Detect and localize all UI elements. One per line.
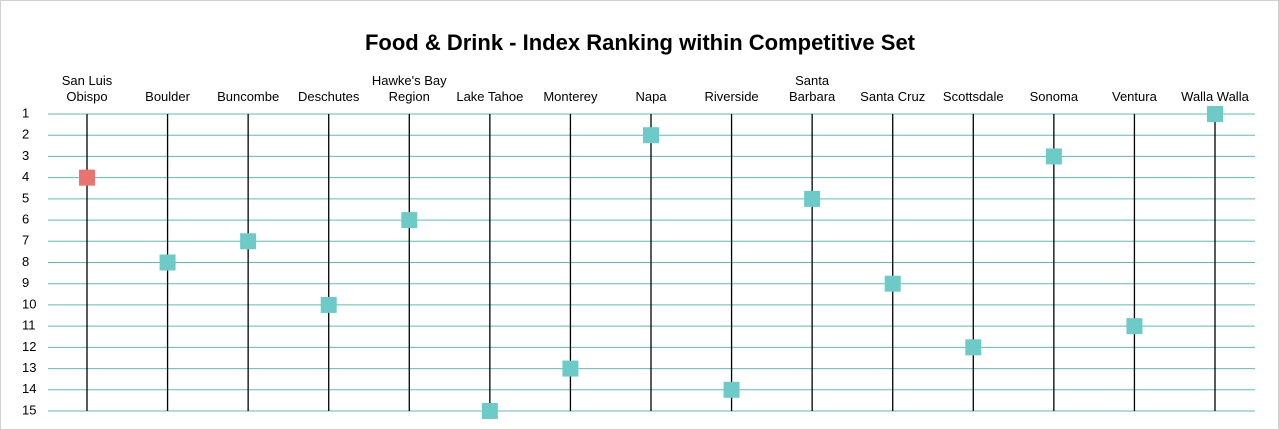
dot xyxy=(1126,318,1143,335)
y-tick-label: 1 xyxy=(22,105,29,120)
dot xyxy=(320,296,337,313)
category-label: Scottsdale xyxy=(934,65,1012,105)
category-text: Sonoma xyxy=(1029,89,1079,104)
y-tick-label: 3 xyxy=(22,148,29,163)
category-text: Buncombe xyxy=(217,89,280,104)
category-label: Deschutes xyxy=(290,65,368,105)
category-label: Buncombe xyxy=(209,65,287,105)
y-tick-label: 10 xyxy=(22,296,36,311)
y-tick-label: 2 xyxy=(22,127,29,142)
y-tick-label: 13 xyxy=(22,360,36,375)
category-label: Lake Tahoe xyxy=(451,65,529,105)
dot xyxy=(723,381,740,398)
y-tick-label: 12 xyxy=(22,339,36,354)
category-text: Lake Tahoe xyxy=(456,89,524,104)
y-tick-label: 15 xyxy=(22,402,36,417)
category-label: Sonoma xyxy=(1015,65,1093,105)
chart-title: Food & Drink - Index Ranking within Comp… xyxy=(365,30,916,55)
y-tick-label: 11 xyxy=(22,318,36,333)
category-label: Ventura xyxy=(1095,65,1173,105)
category-text: San Luis Obispo xyxy=(61,73,113,104)
category-text: Hawke's Bay Region xyxy=(371,73,447,104)
category-label: Boulder xyxy=(129,65,207,105)
dot xyxy=(884,275,901,292)
dot xyxy=(804,190,821,207)
y-tick-label: 4 xyxy=(22,169,29,184)
y-tick-label: 6 xyxy=(22,212,29,227)
category-label: Walla Walla xyxy=(1176,65,1254,105)
dot xyxy=(240,233,257,250)
y-tick-label: 5 xyxy=(22,190,29,205)
dot xyxy=(401,212,418,229)
category-label: Riverside xyxy=(693,65,771,105)
category-label: Santa Cruz xyxy=(854,65,932,105)
category-text: Ventura xyxy=(1112,89,1157,104)
y-tick-label: 9 xyxy=(22,275,29,290)
category-label: Santa Barbara xyxy=(773,65,851,105)
dot xyxy=(79,169,95,186)
category-text: Santa Cruz xyxy=(860,89,926,104)
category-label: Hawke's Bay Region xyxy=(370,65,448,105)
category-text: Monterey xyxy=(543,89,598,104)
category-label: Napa xyxy=(612,65,690,105)
y-tick-label: 8 xyxy=(22,254,29,269)
dot xyxy=(159,254,176,271)
category-text: Deschutes xyxy=(297,89,360,104)
dot xyxy=(643,127,659,144)
category-text: Riverside xyxy=(704,89,759,104)
category-text: Santa Barbara xyxy=(789,73,836,104)
category-text: Boulder xyxy=(145,89,190,104)
category-text: Scottsdale xyxy=(942,89,1004,104)
category-text: Walla Walla xyxy=(1181,89,1249,104)
y-tick-label: 7 xyxy=(22,233,29,248)
y-tick-label: 14 xyxy=(22,381,36,396)
dot xyxy=(1207,106,1223,122)
dot xyxy=(1045,148,1062,165)
dot xyxy=(965,339,982,356)
category-label: San Luis Obispo xyxy=(48,65,126,105)
dot xyxy=(562,360,579,377)
category-label: Monterey xyxy=(531,65,609,105)
category-text: Napa xyxy=(635,89,667,104)
dot xyxy=(481,403,498,419)
